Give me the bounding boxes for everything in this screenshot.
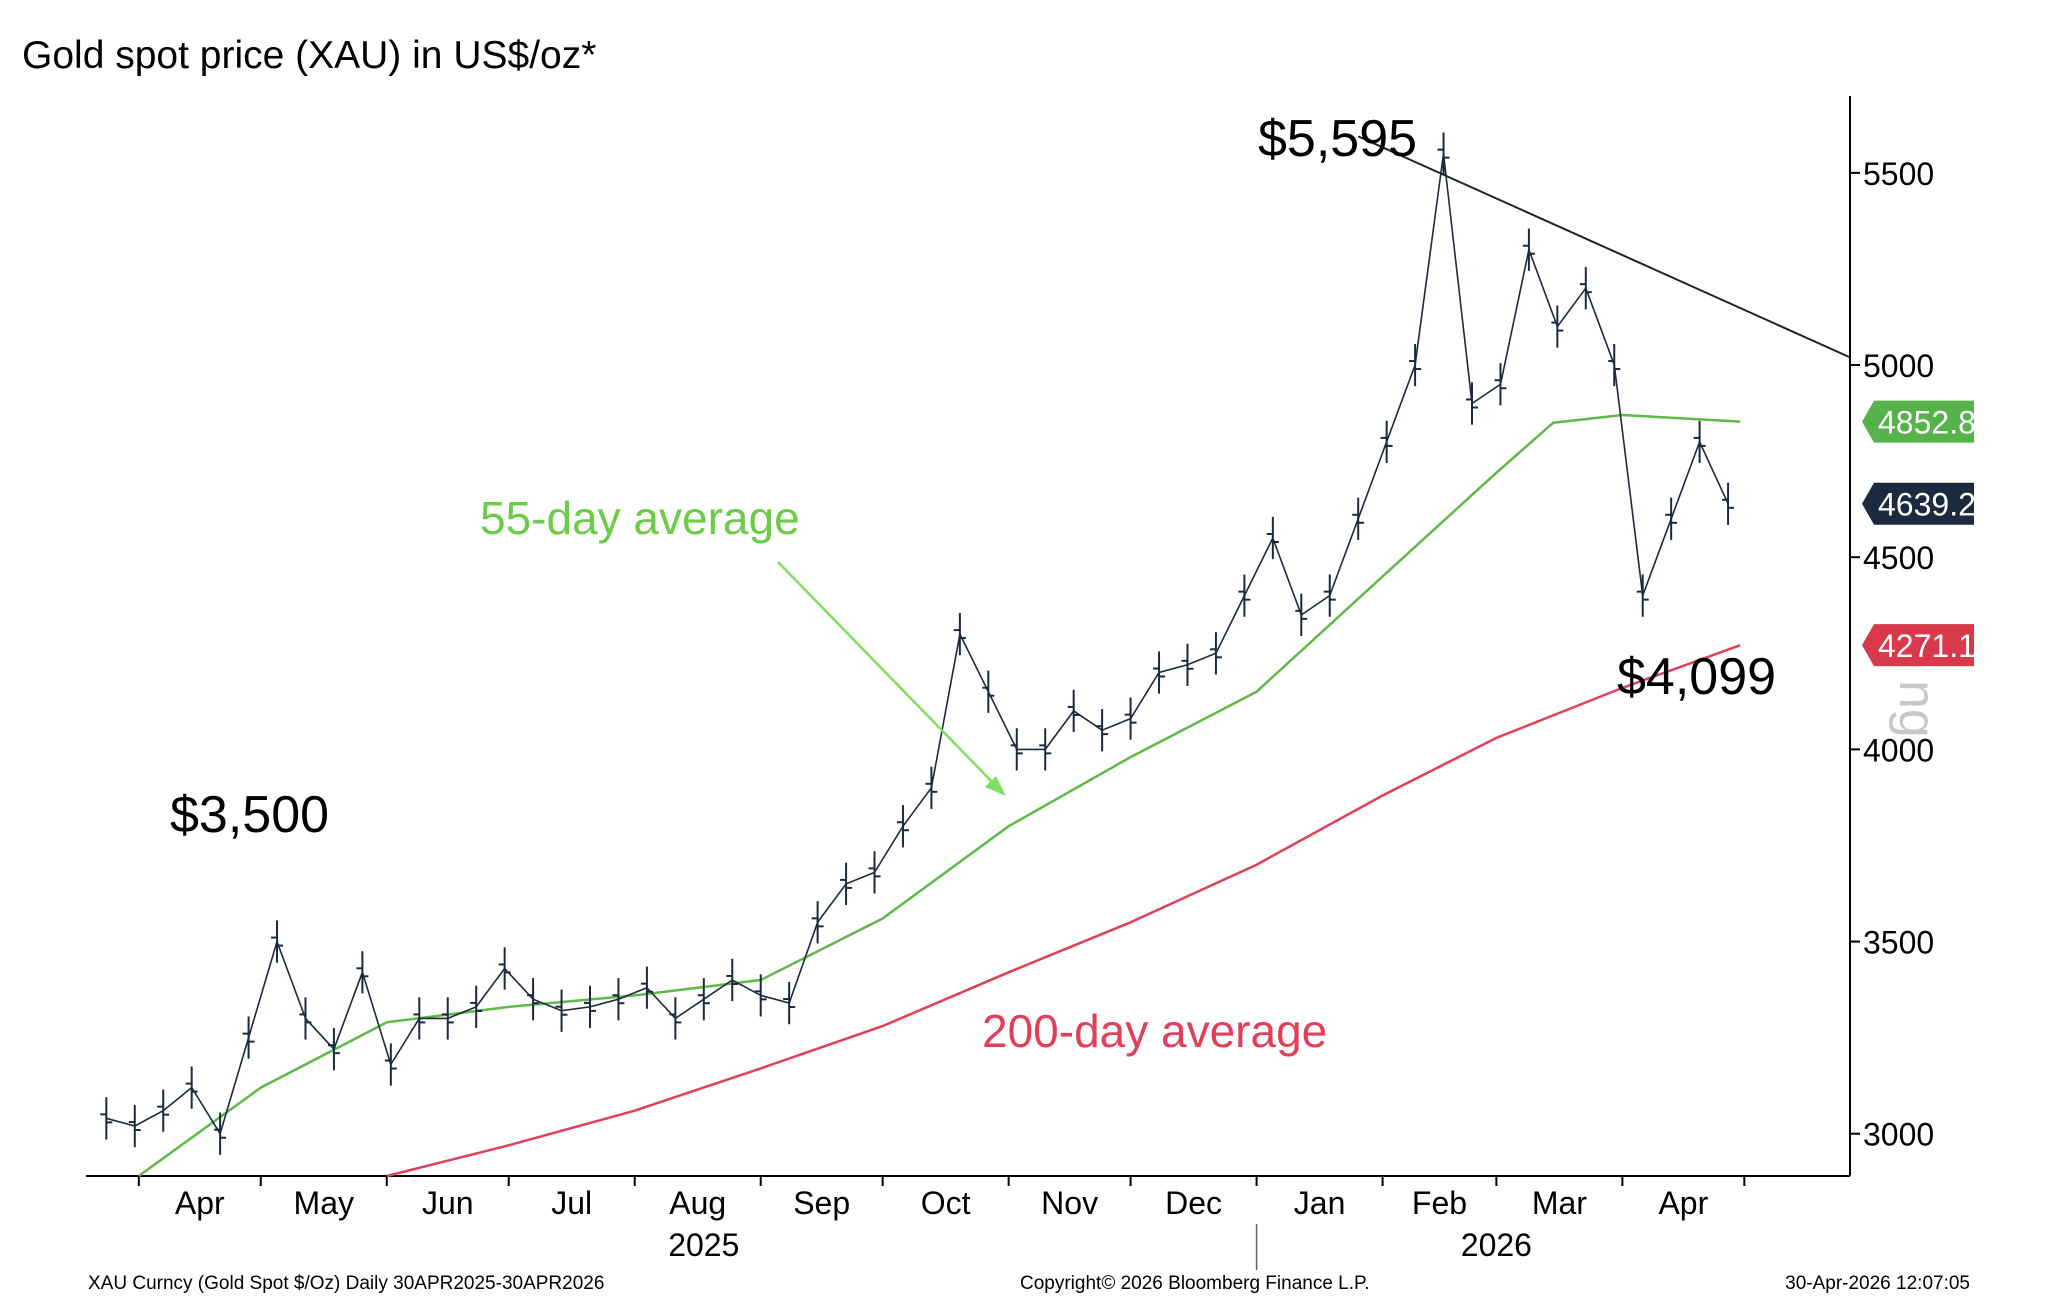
chart-title: Gold spot price (XAU) in US$/oz* — [22, 34, 597, 77]
y-tick-label: 5500 — [1863, 156, 1934, 192]
footer-timestamp: 30-Apr-2026 12:07:05 — [1785, 1273, 1970, 1294]
x-month-label: Mar — [1532, 1185, 1587, 1221]
x-month-label: Feb — [1412, 1185, 1467, 1221]
series-price-line — [106, 153, 1729, 1136]
series-ma55-line — [138, 413, 1741, 1178]
x-year-label: 2025 — [668, 1227, 739, 1263]
x-month-label: Sep — [793, 1185, 850, 1221]
x-month-label: Apr — [1658, 1185, 1708, 1221]
price-tag-shape — [1862, 400, 1974, 443]
x-month-label: Nov — [1041, 1185, 1098, 1221]
resistance-trendline — [1357, 135, 1851, 359]
price-tag-ma55: 4852.88 — [1862, 400, 1994, 443]
annotation-3500: $3,500 — [170, 786, 329, 844]
price-tag-label: 4271.19 — [1878, 628, 1994, 664]
y-tick-label: 5000 — [1863, 348, 1934, 384]
ma55-arrow — [777, 561, 1001, 791]
label-200-day-average: 200-day average — [982, 1005, 1327, 1057]
price-tag-shape — [1862, 482, 1974, 525]
annotation-5595: $5,595 — [1258, 110, 1417, 168]
watermark: ng — [1888, 680, 1946, 738]
x-month-label: Dec — [1165, 1185, 1222, 1221]
price-tag-last: 4639.24 — [1862, 482, 1994, 525]
x-month-label: Aug — [669, 1185, 726, 1221]
y-tick-label: 3500 — [1863, 925, 1934, 961]
price-tag-label: 4639.24 — [1878, 487, 1994, 523]
y-tick-label: 3000 — [1863, 1117, 1934, 1153]
price-tag-label: 4852.88 — [1878, 405, 1994, 441]
x-month-label: Jul — [551, 1185, 592, 1221]
x-month-label: Oct — [921, 1185, 971, 1221]
x-year-label: 2026 — [1461, 1227, 1532, 1263]
label-55-day-average: 55-day average — [480, 492, 800, 544]
series-ma200-line — [386, 644, 1741, 1178]
price-tag-shape — [1862, 624, 1974, 667]
x-month-label: Apr — [175, 1185, 225, 1221]
x-month-label: May — [294, 1185, 354, 1221]
x-month-label: Jun — [422, 1185, 474, 1221]
x-month-label: Jan — [1294, 1185, 1346, 1221]
footer-source: XAU Curncy (Gold Spot $/Oz) Daily 30APR2… — [88, 1273, 604, 1294]
y-tick-label: 4500 — [1863, 540, 1934, 576]
price-tag-ma200: 4271.19 — [1862, 624, 1994, 667]
footer-copyright: Copyright© 2026 Bloomberg Finance L.P. — [1020, 1273, 1370, 1294]
ma55-arrowhead — [985, 776, 1006, 796]
y-tick-label: 4000 — [1863, 732, 1934, 768]
annotation-4099: $4,099 — [1617, 648, 1776, 706]
